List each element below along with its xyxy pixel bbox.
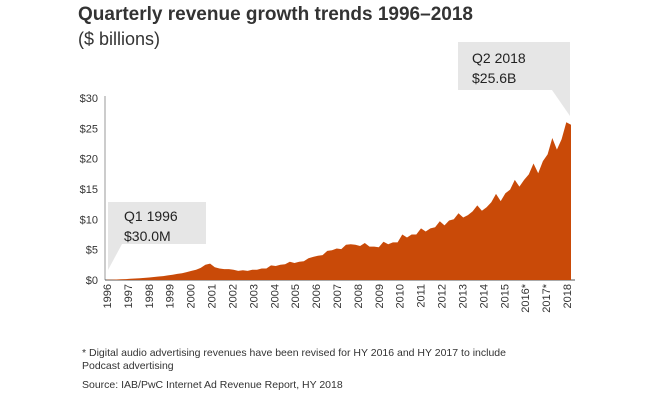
y-tick-label: $5 <box>86 245 98 257</box>
y-tick-label: $30 <box>80 93 98 105</box>
x-tick-label: 2012 <box>437 284 449 308</box>
callout-q2-2018: Q2 2018 $25.6B <box>458 42 570 90</box>
y-tick-label: $15 <box>80 184 98 196</box>
x-tick-label: 2008 <box>353 284 365 308</box>
x-tick-label: 2011 <box>416 284 428 308</box>
x-tick-label: 1996 <box>102 284 114 308</box>
callout-q2-period: Q2 2018 <box>472 50 526 66</box>
y-tick-label: $0 <box>86 275 98 287</box>
x-tick-label: 2005 <box>290 284 302 308</box>
revenue-area <box>107 122 571 280</box>
x-tick-label: 2016* <box>520 283 532 312</box>
callout-q1-value: $30.0M <box>124 228 171 244</box>
x-tick-label: 2017* <box>541 283 553 312</box>
x-tick-label: 2001 <box>207 284 219 308</box>
x-tick-label: 2015 <box>499 284 511 308</box>
callout-q1-1996: Q1 1996 $30.0M <box>108 202 206 244</box>
x-tick-label: 2013 <box>457 284 469 308</box>
callout-q2-value: $25.6B <box>472 70 517 86</box>
x-tick-label: 2018 <box>562 284 574 308</box>
x-tick-label: 2006 <box>311 284 323 308</box>
y-tick-label: $10 <box>80 214 98 226</box>
x-tick-label: 2009 <box>374 284 386 308</box>
y-tick-label: $25 <box>80 123 98 135</box>
x-tick-label: 1998 <box>144 284 156 308</box>
x-tick-label: 1997 <box>123 284 135 308</box>
callout-q1-period: Q1 1996 <box>124 208 178 224</box>
callout-q1-pointer <box>108 244 122 270</box>
chart-subtitle: ($ billions) <box>78 29 161 49</box>
callout-q2-pointer <box>552 90 570 116</box>
x-tick-label: 2010 <box>395 284 407 308</box>
x-tick-label: 1999 <box>165 284 177 308</box>
x-tick-label: 2007 <box>332 284 344 308</box>
x-tick-label: 2003 <box>248 284 260 308</box>
x-tick-label: 2014 <box>478 284 490 308</box>
footnote: * Digital audio advertising revenues hav… <box>82 347 506 372</box>
y-tick-label: $20 <box>80 154 98 166</box>
x-tick-label: 2002 <box>227 284 239 308</box>
source-note: Source: IAB/PwC Internet Ad Revenue Repo… <box>82 379 343 391</box>
x-tick-label: 2000 <box>186 284 198 308</box>
chart-title: Quarterly revenue growth trends 1996–201… <box>78 4 473 25</box>
x-tick-label: 2004 <box>269 284 281 308</box>
